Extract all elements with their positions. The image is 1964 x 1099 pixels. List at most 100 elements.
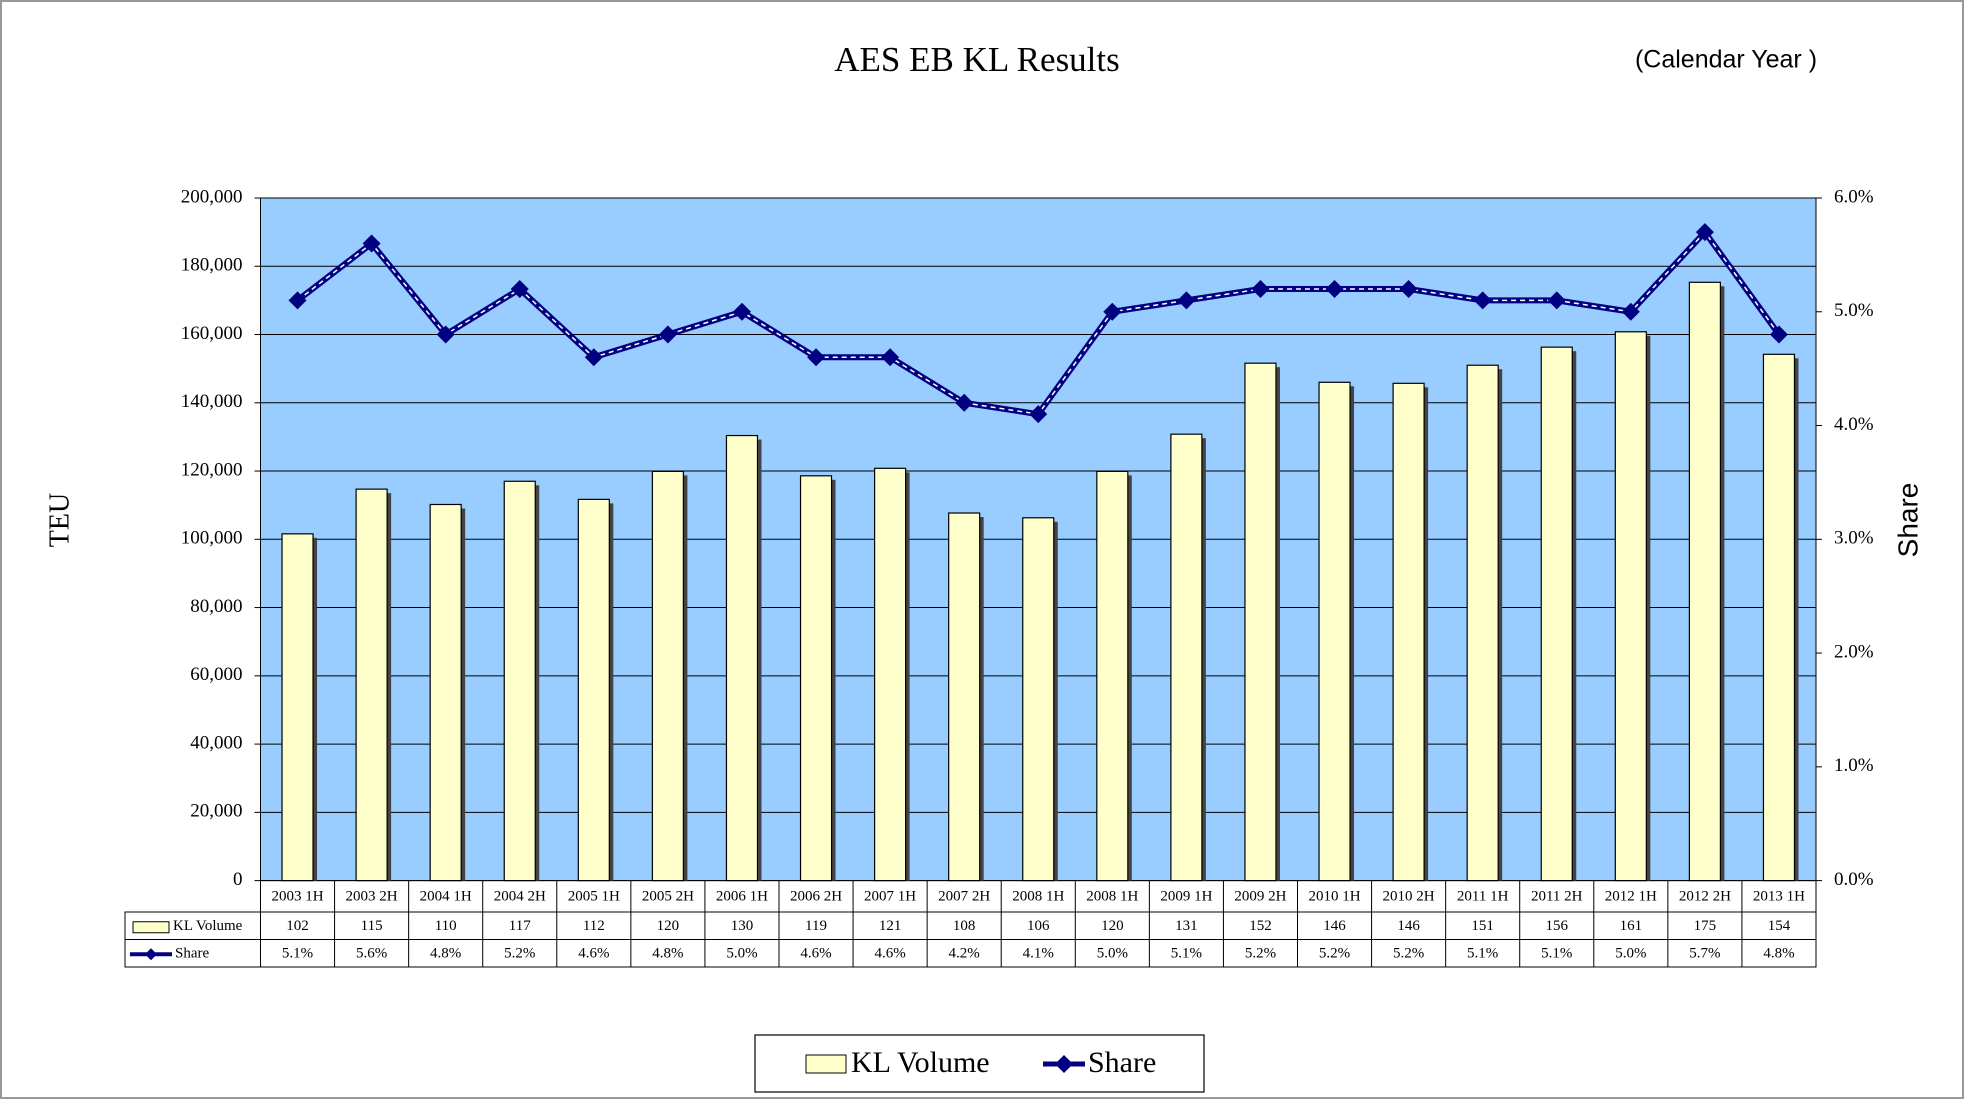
marker [1103, 302, 1122, 321]
table-value: 161 [1620, 918, 1643, 934]
y-axis-label: TEU [44, 493, 75, 547]
y2-tick-label: 1.0% [1834, 755, 1874, 776]
table-value: 4.6% [800, 946, 831, 962]
bar [1540, 346, 1573, 882]
table-value: 5.1% [1541, 946, 1572, 962]
legend-swatch [805, 1054, 847, 1074]
y-tick-label: 180,000 [181, 255, 243, 276]
annotation: (Calendar Year ) [1635, 46, 1817, 74]
table-value: 119 [805, 918, 827, 934]
x-tick-label: 2007 1H [864, 889, 916, 905]
bar [1688, 281, 1721, 882]
x-tick-label: 2009 1H [1160, 889, 1212, 905]
x-tick-label: 2003 2H [346, 889, 398, 905]
table-value: 5.2% [1319, 946, 1350, 962]
table-value: 130 [731, 918, 754, 934]
table-value: 146 [1397, 918, 1420, 934]
table-value: 146 [1323, 918, 1346, 934]
y-tick-label: 80,000 [190, 596, 242, 617]
y-tick-label: 160,000 [181, 323, 243, 344]
table-value: 175 [1694, 918, 1717, 934]
x-tick-label: 2006 2H [790, 889, 842, 905]
bar [1762, 353, 1796, 882]
table-value: 5.2% [1393, 946, 1424, 962]
bar [503, 480, 536, 882]
marker [1621, 302, 1640, 321]
bar [577, 498, 610, 882]
table-value: 4.2% [949, 946, 980, 962]
y-tick-label: 140,000 [181, 391, 243, 412]
marker [732, 302, 751, 321]
x-tick-label: 2008 1H [1086, 889, 1138, 905]
marker [584, 348, 603, 367]
y2-tick-label: 4.0% [1834, 414, 1874, 435]
table-value: 106 [1027, 918, 1050, 934]
table-value: 110 [435, 918, 457, 934]
marker [955, 393, 974, 412]
table-value: 120 [1101, 918, 1124, 934]
bar [1170, 433, 1203, 882]
table-value: 5.0% [726, 946, 757, 962]
chart-title: AES EB KL Results [834, 40, 1120, 79]
marker [1547, 291, 1566, 310]
marker [510, 280, 529, 299]
x-tick-label: 2005 1H [568, 889, 620, 905]
bar [1022, 517, 1055, 882]
x-tick-label: 2003 1H [271, 889, 323, 905]
table-value: 156 [1546, 918, 1569, 934]
table-row-label: Share [175, 946, 209, 962]
marker [436, 325, 455, 344]
table-value: 117 [509, 918, 531, 934]
marker [362, 234, 381, 253]
table-key [145, 948, 157, 961]
y-tick-label: 120,000 [181, 459, 243, 480]
bar [429, 503, 462, 882]
bar [1392, 382, 1425, 882]
table-value: 5.0% [1615, 946, 1646, 962]
bar [281, 533, 314, 882]
table-value: 5.6% [356, 946, 387, 962]
x-tick-label: 2006 1H [716, 889, 768, 905]
marker [807, 348, 826, 367]
bar [948, 512, 981, 882]
table-value: 121 [879, 918, 902, 934]
x-tick-label: 2010 2H [1383, 889, 1435, 905]
y-tick-label: 0 [233, 869, 243, 890]
table-value: 151 [1471, 918, 1494, 934]
table-value: 5.7% [1689, 946, 1720, 962]
bar [355, 488, 388, 882]
table-value: 5.1% [1171, 946, 1202, 962]
marker [1029, 405, 1048, 424]
table-value: 5.2% [1245, 946, 1276, 962]
bar [725, 434, 759, 882]
bar [1466, 364, 1499, 882]
y-tick-label: 40,000 [190, 732, 242, 753]
x-tick-label: 2005 2H [642, 889, 694, 905]
x-tick-label: 2010 1H [1308, 889, 1360, 905]
y2-tick-label: 2.0% [1834, 641, 1874, 662]
marker [1325, 280, 1344, 299]
x-tick-label: 2013 1H [1753, 889, 1805, 905]
table-value: 152 [1249, 918, 1272, 934]
table-value: 131 [1175, 918, 1198, 934]
bar [1244, 362, 1277, 882]
table-value: 112 [583, 918, 605, 934]
marker [881, 348, 900, 367]
marker [1769, 325, 1788, 344]
bar [799, 475, 833, 882]
y-tick-label: 60,000 [190, 664, 242, 685]
table-value: 120 [657, 918, 680, 934]
marker [1473, 291, 1492, 310]
table-value: 4.6% [874, 946, 905, 962]
x-tick-label: 2009 2H [1234, 889, 1286, 905]
y-tick-label: 100,000 [181, 528, 243, 549]
marker [288, 291, 307, 310]
y2-tick-label: 5.0% [1834, 300, 1874, 321]
x-tick-label: 2012 2H [1679, 889, 1731, 905]
table-row-label: KL Volume [173, 918, 243, 934]
table-value: 4.1% [1023, 946, 1054, 962]
table-value: 4.8% [430, 946, 461, 962]
y-tick-label: 200,000 [181, 186, 243, 207]
x-tick-label: 2004 2H [494, 889, 546, 905]
